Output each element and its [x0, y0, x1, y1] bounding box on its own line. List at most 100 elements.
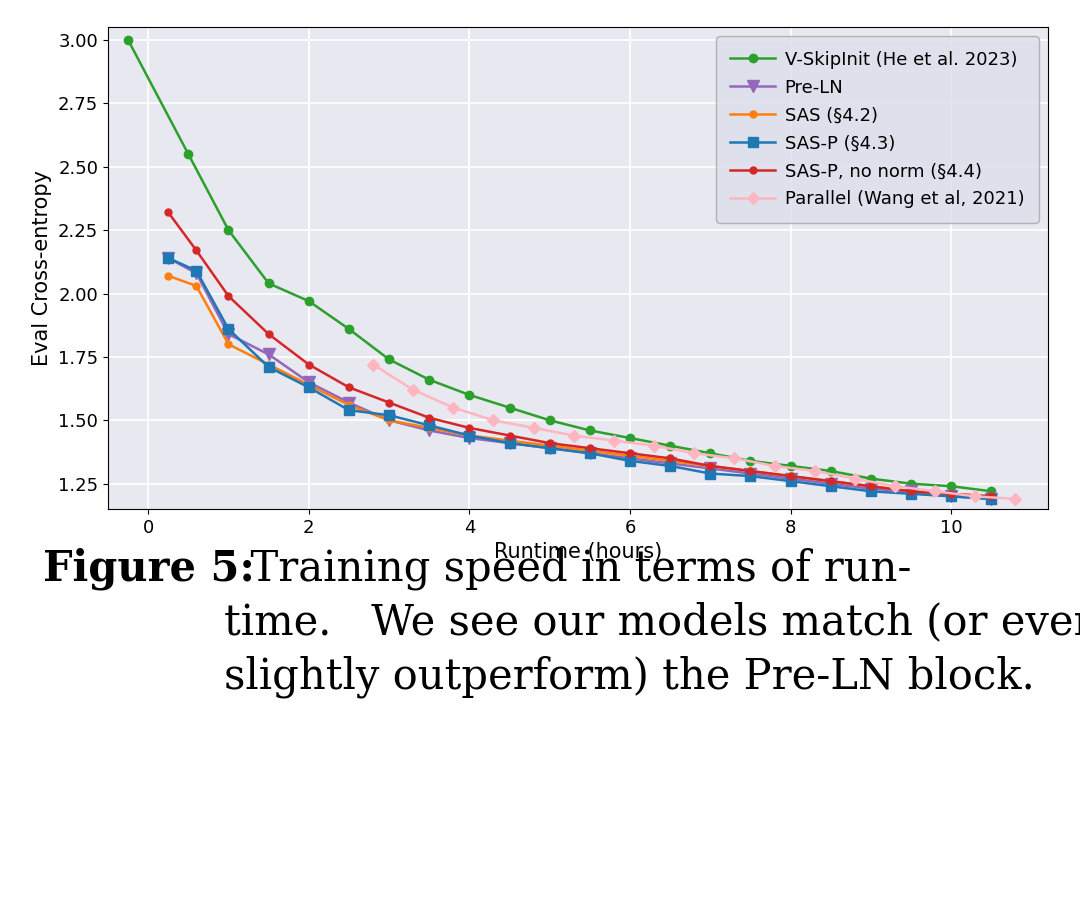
- Pre-LN: [864, 484, 877, 494]
- SAS-P, no norm (§4.4): [623, 448, 636, 459]
- V-SkipInit (He et al. 2023): [342, 324, 355, 335]
- SAS-P (§4.3): [162, 253, 175, 264]
- SAS (§4.2): [302, 379, 315, 390]
- Parallel (Wang et al, 2021): [447, 402, 460, 413]
- SAS-P (§4.3): [463, 430, 476, 441]
- Line: Parallel (Wang et al, 2021): Parallel (Wang et al, 2021): [369, 360, 1020, 503]
- SAS-P (§4.3): [543, 443, 556, 454]
- Pre-LN: [543, 443, 556, 454]
- SAS-P, no norm (§4.4): [222, 291, 235, 302]
- Line: SAS-P, no norm (§4.4): SAS-P, no norm (§4.4): [165, 209, 995, 500]
- SAS-P, no norm (§4.4): [262, 329, 275, 340]
- V-SkipInit (He et al. 2023): [704, 448, 717, 459]
- Parallel (Wang et al, 2021): [527, 423, 540, 434]
- SAS-P, no norm (§4.4): [704, 461, 717, 472]
- SAS-P, no norm (§4.4): [463, 423, 476, 434]
- X-axis label: Runtime (hours): Runtime (hours): [494, 543, 662, 563]
- Pre-LN: [824, 478, 837, 489]
- SAS-P (§4.3): [422, 420, 435, 431]
- Pre-LN: [162, 253, 175, 264]
- SAS (§4.2): [704, 461, 717, 472]
- V-SkipInit (He et al. 2023): [985, 485, 998, 496]
- V-SkipInit (He et al. 2023): [122, 35, 135, 45]
- Pre-LN: [744, 468, 757, 479]
- SAS-P, no norm (§4.4): [190, 245, 203, 255]
- V-SkipInit (He et al. 2023): [664, 440, 677, 451]
- Line: Pre-LN: Pre-LN: [163, 253, 997, 504]
- SAS (§4.2): [824, 475, 837, 486]
- SAS-P (§4.3): [945, 491, 958, 502]
- Line: V-SkipInit (He et al. 2023): V-SkipInit (He et al. 2023): [124, 35, 996, 495]
- Line: SAS-P (§4.3): SAS-P (§4.3): [163, 253, 996, 504]
- Y-axis label: Eval Cross-entropy: Eval Cross-entropy: [32, 170, 53, 366]
- Pre-LN: [503, 437, 516, 448]
- SAS (§4.2): [382, 415, 395, 425]
- Line: SAS (§4.2): SAS (§4.2): [165, 273, 995, 500]
- SAS-P, no norm (§4.4): [422, 413, 435, 424]
- Parallel (Wang et al, 2021): [969, 491, 982, 502]
- Parallel (Wang et al, 2021): [1009, 494, 1022, 504]
- SAS (§4.2): [342, 400, 355, 411]
- SAS-P, no norm (§4.4): [985, 491, 998, 502]
- SAS-P (§4.3): [664, 461, 677, 472]
- Parallel (Wang et al, 2021): [849, 474, 862, 484]
- SAS-P (§4.3): [704, 468, 717, 479]
- Pre-LN: [222, 329, 235, 340]
- V-SkipInit (He et al. 2023): [784, 461, 797, 472]
- V-SkipInit (He et al. 2023): [864, 474, 877, 484]
- SAS-P, no norm (§4.4): [744, 465, 757, 476]
- SAS-P (§4.3): [382, 410, 395, 421]
- Parallel (Wang et al, 2021): [728, 453, 741, 464]
- Pre-LN: [704, 463, 717, 474]
- Parallel (Wang et al, 2021): [648, 440, 661, 451]
- SAS (§4.2): [463, 430, 476, 441]
- V-SkipInit (He et al. 2023): [463, 389, 476, 400]
- V-SkipInit (He et al. 2023): [302, 295, 315, 306]
- SAS-P, no norm (§4.4): [342, 382, 355, 393]
- Pre-LN: [664, 458, 677, 469]
- Pre-LN: [583, 448, 596, 459]
- SAS (§4.2): [905, 485, 918, 496]
- SAS-P, no norm (§4.4): [905, 485, 918, 496]
- Pre-LN: [302, 377, 315, 388]
- Pre-LN: [945, 491, 958, 502]
- SAS-P, no norm (§4.4): [824, 475, 837, 486]
- Pre-LN: [784, 474, 797, 484]
- SAS-P (§4.3): [784, 475, 797, 486]
- Pre-LN: [382, 415, 395, 425]
- SAS (§4.2): [664, 455, 677, 466]
- SAS-P, no norm (§4.4): [583, 443, 596, 454]
- SAS (§4.2): [543, 440, 556, 451]
- SAS-P (§4.3): [583, 448, 596, 459]
- SAS-P, no norm (§4.4): [543, 437, 556, 448]
- V-SkipInit (He et al. 2023): [945, 481, 958, 492]
- V-SkipInit (He et al. 2023): [422, 375, 435, 385]
- SAS (§4.2): [744, 465, 757, 476]
- V-SkipInit (He et al. 2023): [583, 425, 596, 436]
- Parallel (Wang et al, 2021): [407, 385, 420, 395]
- SAS-P (§4.3): [342, 405, 355, 415]
- V-SkipInit (He et al. 2023): [744, 455, 757, 466]
- V-SkipInit (He et al. 2023): [543, 415, 556, 425]
- SAS-P (§4.3): [985, 494, 998, 504]
- Parallel (Wang et al, 2021): [768, 461, 781, 472]
- SAS (§4.2): [503, 435, 516, 446]
- Parallel (Wang et al, 2021): [688, 448, 701, 459]
- Pre-LN: [985, 494, 998, 504]
- Pre-LN: [623, 453, 636, 464]
- SAS (§4.2): [583, 445, 596, 456]
- SAS-P, no norm (§4.4): [503, 430, 516, 441]
- V-SkipInit (He et al. 2023): [382, 354, 395, 365]
- V-SkipInit (He et al. 2023): [623, 433, 636, 444]
- SAS (§4.2): [222, 339, 235, 350]
- V-SkipInit (He et al. 2023): [262, 278, 275, 289]
- SAS-P (§4.3): [864, 485, 877, 496]
- V-SkipInit (He et al. 2023): [222, 225, 235, 235]
- SAS (§4.2): [864, 481, 877, 492]
- Text: Figure 5:: Figure 5:: [43, 547, 255, 590]
- Pre-LN: [463, 433, 476, 444]
- SAS-P (§4.3): [222, 324, 235, 335]
- SAS-P (§4.3): [744, 471, 757, 482]
- SAS-P (§4.3): [824, 481, 837, 492]
- Pre-LN: [342, 397, 355, 408]
